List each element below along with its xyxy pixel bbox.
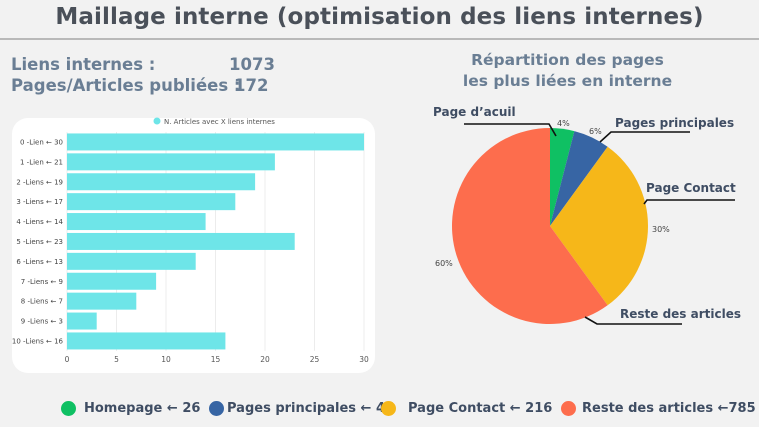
legend-label-homepage: Homepage ← 26 — [84, 400, 201, 416]
legend-item-principal: Pages principales ← 46 — [209, 398, 394, 418]
legend-dot-contact — [381, 400, 396, 416]
bar — [67, 213, 206, 231]
bar-x-tick: 15 — [211, 355, 221, 364]
legend-dot-principal — [209, 400, 224, 416]
pie-slice-principal — [550, 131, 608, 226]
bar — [67, 292, 137, 310]
bar — [67, 153, 275, 171]
bar-x-tick: 25 — [310, 355, 320, 364]
legend-label-principal: Pages principales ← 46 — [227, 400, 395, 416]
legend-item-contact: Page Contact ← 216 — [381, 398, 552, 418]
bar-category-label: 9 -Liens ← 3 — [21, 318, 63, 326]
bar-category-label: 1 -Lien ← 21 — [20, 158, 63, 166]
legend-label-rest: Reste des articles ←785 — [582, 400, 756, 416]
legend-item-rest: Reste des articles ←785 — [561, 398, 756, 418]
stat-internal-links-value: 1073 — [229, 55, 275, 74]
bar — [67, 252, 196, 270]
leader-line-principal — [599, 131, 690, 143]
bar-category-label: 6 -Liens ← 13 — [16, 258, 63, 266]
bar-category-label: 0 -Lien ← 30 — [20, 138, 63, 146]
bar — [67, 232, 295, 250]
pie-name-principal: Pages principales — [615, 116, 734, 130]
legend-item-homepage: Homepage ← 26 — [61, 398, 200, 418]
pie-name-contact: Page Contact — [646, 181, 736, 195]
bar-category-label: 8 -Liens ← 7 — [21, 298, 63, 306]
pie-slice-rest — [452, 128, 608, 324]
bar-category-label: 4 -Liens ← 14 — [16, 218, 63, 226]
bar-x-tick: 5 — [114, 355, 119, 364]
bar — [67, 312, 97, 330]
pie-name-rest: Reste des articles — [620, 307, 741, 321]
stat-published-label: Pages/Articles publiées : — [11, 76, 241, 95]
bar — [67, 272, 157, 290]
bar — [67, 193, 236, 211]
bar-category-label: 3 -Liens ← 17 — [16, 198, 63, 206]
bar-category-label: 2 -Liens ← 19 — [16, 178, 63, 186]
pie-title-line-2: les plus liées en interne — [462, 72, 673, 90]
pie-slice-homepage — [550, 128, 575, 226]
title-divider — [0, 38, 759, 40]
bar-x-tick: 0 — [65, 355, 70, 364]
pie-pct-contact: 30% — [652, 225, 670, 234]
pie-pct-principal: 6% — [589, 127, 602, 136]
pie-chart-title: Répartition des pages les plus liées en … — [430, 50, 705, 92]
bar — [67, 332, 226, 350]
pie-slice-contact — [550, 146, 648, 306]
bar-x-tick: 10 — [161, 355, 171, 364]
pie-pct-homepage: 4% — [557, 119, 570, 128]
pie-legend: Homepage ← 26 Pages principales ← 46 Pag… — [0, 398, 759, 418]
bar — [67, 173, 256, 191]
leader-line-rest — [584, 316, 682, 325]
pie-title-line-1: Répartition des pages — [471, 51, 664, 69]
bar-category-label: 10 -Liens ← 16 — [12, 337, 64, 345]
stat-published-value: 172 — [234, 76, 269, 95]
bar-legend-swatch — [153, 117, 161, 125]
bar-category-label: 5 -Liens ← 23 — [16, 238, 63, 246]
legend-dot-rest — [561, 400, 576, 416]
stat-internal-links-label: Liens internes : — [11, 55, 156, 74]
pie-pct-rest: 60% — [435, 259, 453, 268]
pie-name-homepage: Page d’acuil — [433, 105, 516, 119]
bar — [67, 133, 364, 151]
legend-label-contact: Page Contact ← 216 — [408, 400, 553, 416]
leader-line-homepage — [464, 123, 557, 137]
page-title: Maillage interne (optimisation des liens… — [55, 4, 704, 30]
leader-line-contact — [643, 199, 735, 205]
bar-category-label: 7 -Liens ← 9 — [21, 278, 63, 286]
legend-dot-homepage — [61, 400, 76, 416]
bar-x-tick: 30 — [359, 355, 369, 364]
bar-x-tick: 20 — [260, 355, 270, 364]
bar-legend-label: N. Articles avec X liens internes — [164, 118, 275, 126]
